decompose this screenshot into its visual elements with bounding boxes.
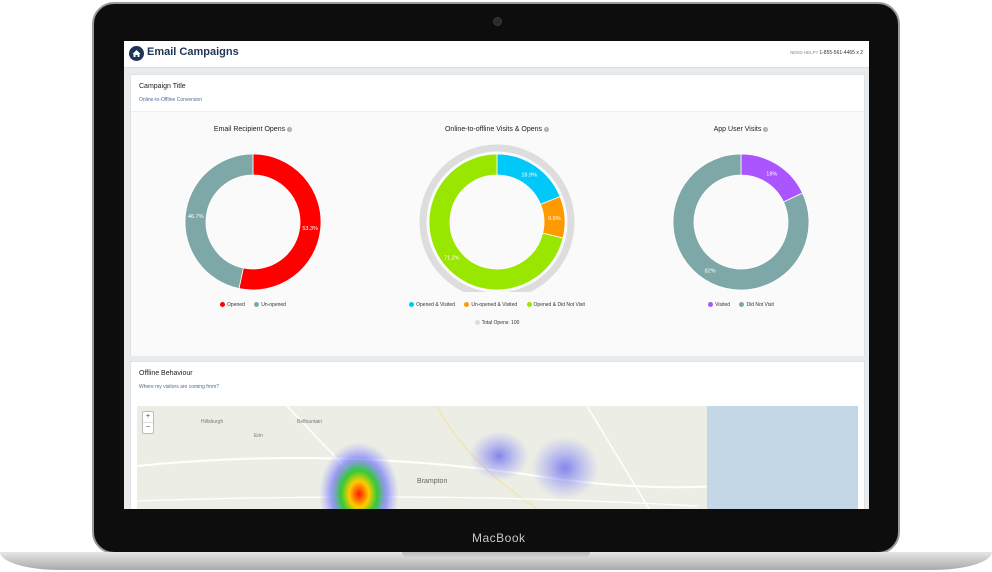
camera-icon — [493, 17, 502, 26]
legend-dot — [474, 320, 480, 326]
donut-slice-opened-did-not-visit[interactable] — [428, 153, 564, 291]
help-contact: NEED HELP? 1-855-561-4465 x 2 — [790, 50, 863, 56]
legend-label: Did Not Visit — [746, 302, 774, 308]
legend-dot — [220, 302, 226, 308]
help-phone: 1-855-561-4465 x 2 — [819, 50, 863, 56]
donut-slice-label: 71.2% — [444, 256, 460, 262]
legend-label: Opened & Did Not Visit — [533, 302, 585, 308]
map-label-brampton: Brampton — [417, 478, 448, 485]
heatmap-map[interactable]: + − Brampton Erin Hillsburgh Belfountain — [137, 406, 858, 509]
app-chart-title: App User Visits? — [619, 126, 863, 133]
legend-unopened[interactable]: Un-opened — [254, 302, 286, 308]
offline-title: Offline Behaviour — [139, 370, 193, 377]
visits-chart-title-text: Online-to-offline Visits & Opens — [444, 126, 542, 133]
zoom-control: + − — [142, 411, 154, 434]
opens-chart-title: Email Recipient Opens? — [131, 126, 375, 133]
legend-visited[interactable]: Visited — [708, 302, 730, 308]
campaign-subtitle: Online-to-Offline Conversion — [139, 97, 202, 103]
legend-dot — [254, 302, 260, 308]
map-label-belfountain: Belfountain — [297, 419, 323, 425]
app-legend: Visited Did Not Visit — [619, 302, 863, 308]
opens-donut: 53.3% 46.7% — [184, 153, 322, 291]
home-icon[interactable] — [129, 46, 144, 61]
device-brand: MacBook — [472, 531, 526, 545]
offline-card: Offline Behaviour Where my visitors are … — [130, 361, 865, 509]
charts-area: Email Recipient Opens? 53.3% 46.7% Opened… — [131, 111, 864, 356]
map-label-hillsburgh: Hillsburgh — [201, 419, 224, 425]
donut-slice-label: 18% — [766, 171, 777, 177]
legend-label: Opened — [227, 302, 245, 308]
legend-label: Visited — [715, 302, 731, 308]
visits-legend: Opened & Visited Un-opened & Visited Ope… — [375, 302, 619, 308]
map-label-erin: Erin — [254, 433, 263, 439]
legend-label: Opened & Visited — [416, 302, 455, 308]
screen: Email Campaigns NEED HELP? 1-855-561-446… — [124, 41, 869, 509]
visits-chart-title: Online-to-offline Visits & Opens? — [375, 126, 619, 133]
donut-slice-label: 9.9% — [548, 216, 561, 222]
map-lake — [707, 406, 858, 509]
donut-slice-label: 18.9% — [521, 172, 537, 178]
donut-slice-visited[interactable] — [740, 153, 804, 203]
legend-unopened-visited[interactable]: Un-opened & Visited — [464, 302, 517, 308]
legend-label: Un-opened & Visited — [471, 302, 518, 308]
donut-slice-label: 46.7% — [188, 214, 204, 220]
help-icon[interactable]: ? — [763, 126, 769, 132]
zoom-out-button[interactable]: − — [143, 422, 153, 433]
help-icon[interactable]: ? — [287, 126, 293, 132]
opens-chart: Email Recipient Opens? 53.3% 46.7% Opened… — [131, 112, 375, 356]
laptop-base — [0, 552, 992, 570]
offline-subtitle: Where my visitors are coming from? — [139, 384, 220, 390]
zoom-in-button[interactable]: + — [145, 413, 151, 420]
legend-label: Un-opened — [261, 302, 286, 308]
campaign-card: Campaign Title Online-to-Offline Convers… — [130, 74, 865, 356]
help-icon[interactable]: ? — [544, 126, 549, 132]
campaign-title: Campaign Title — [139, 83, 186, 90]
opens-chart-title-text: Email Recipient Opens — [213, 126, 286, 133]
legend-dot — [464, 302, 470, 308]
donut-slice-label: 82% — [705, 269, 716, 275]
heat-spot — [531, 436, 599, 500]
help-label: NEED HELP? — [790, 50, 819, 55]
legend-dot — [739, 302, 745, 308]
total-opens-ring — [419, 144, 575, 292]
donut-slice-opened[interactable] — [238, 153, 322, 291]
legend-did-not-visit[interactable]: Did Not Visit — [739, 302, 774, 308]
app-donut: 18% 82% — [672, 153, 810, 291]
app-title: Email Campaigns — [147, 46, 239, 58]
map-roads — [137, 406, 858, 509]
donut-slice-opened-visited[interactable] — [496, 153, 561, 205]
total-opens[interactable]: Total Opens: 100 — [375, 320, 619, 326]
app-chart: App User Visits? 18% 82% Visited Did Not … — [619, 112, 863, 356]
laptop-notch — [402, 552, 590, 559]
app-chart-title-text: App User Visits — [713, 126, 762, 133]
legend-opened-visited[interactable]: Opened & Visited — [409, 302, 455, 308]
legend-dot — [409, 302, 415, 308]
legend-opened[interactable]: Opened — [220, 302, 245, 308]
donut-slice-did-not-visit[interactable] — [672, 153, 810, 291]
donut-slice-label: 53.3% — [302, 226, 318, 232]
heat-spot — [469, 431, 529, 481]
heat-spot — [319, 442, 399, 509]
legend-dot — [708, 302, 714, 308]
donut-slice-un-opened[interactable] — [184, 153, 254, 290]
visits-chart: Online-to-offline Visits & Opens? 18.9% 9… — [375, 112, 619, 356]
legend-opened-not-visited[interactable]: Opened & Did Not Visit — [526, 302, 585, 308]
total-opens-label: Total Opens: 100 — [481, 320, 520, 326]
legend-dot — [526, 302, 532, 308]
top-bar: Email Campaigns NEED HELP? 1-855-561-446… — [124, 41, 869, 68]
visits-donut: 18.9% 9.9% 71.2% — [419, 144, 575, 292]
opens-legend: Opened Un-opened — [131, 302, 375, 308]
